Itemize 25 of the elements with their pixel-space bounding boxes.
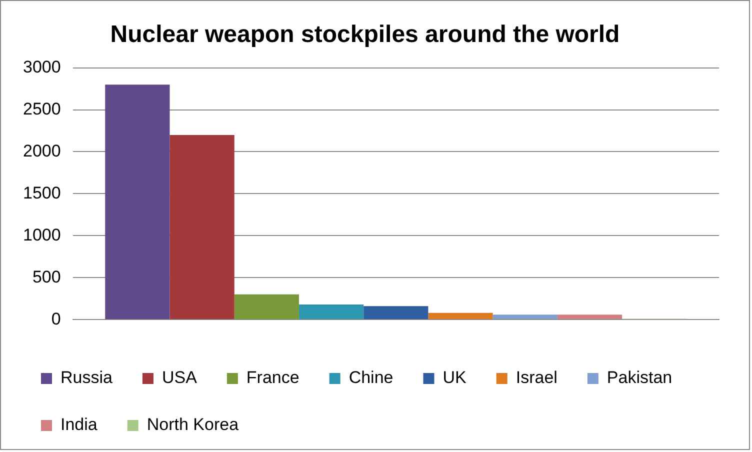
y-tick-label: 1500 — [22, 183, 61, 202]
legend-label: USA — [162, 368, 198, 388]
y-tick-label: 0 — [51, 309, 61, 328]
legend-label: North Korea — [146, 415, 240, 434]
legend-label: Russia — [60, 368, 114, 388]
bar — [492, 314, 558, 320]
bar — [557, 314, 622, 320]
legend-label: France — [246, 368, 300, 388]
legend-label: UK — [442, 368, 468, 388]
y-tick-label: 2500 — [22, 99, 61, 118]
legend-label: India — [60, 415, 98, 434]
legend-label: Chine — [348, 368, 394, 388]
bar — [298, 304, 364, 320]
y-tick-label: 2000 — [22, 141, 61, 160]
legend-label: Pakistan — [606, 368, 672, 388]
bar — [364, 306, 428, 320]
bar — [105, 84, 170, 320]
y-tick-label: 1000 — [22, 225, 61, 244]
y-tick-label: 500 — [32, 267, 61, 286]
y-tick-label: 3000 — [22, 57, 61, 76]
chart-title: Nuclear weapon stockpiles around the world — [110, 21, 620, 48]
legend-label: Israel — [516, 368, 558, 388]
bar — [428, 312, 493, 320]
bar — [234, 294, 299, 320]
bar — [170, 134, 234, 320]
